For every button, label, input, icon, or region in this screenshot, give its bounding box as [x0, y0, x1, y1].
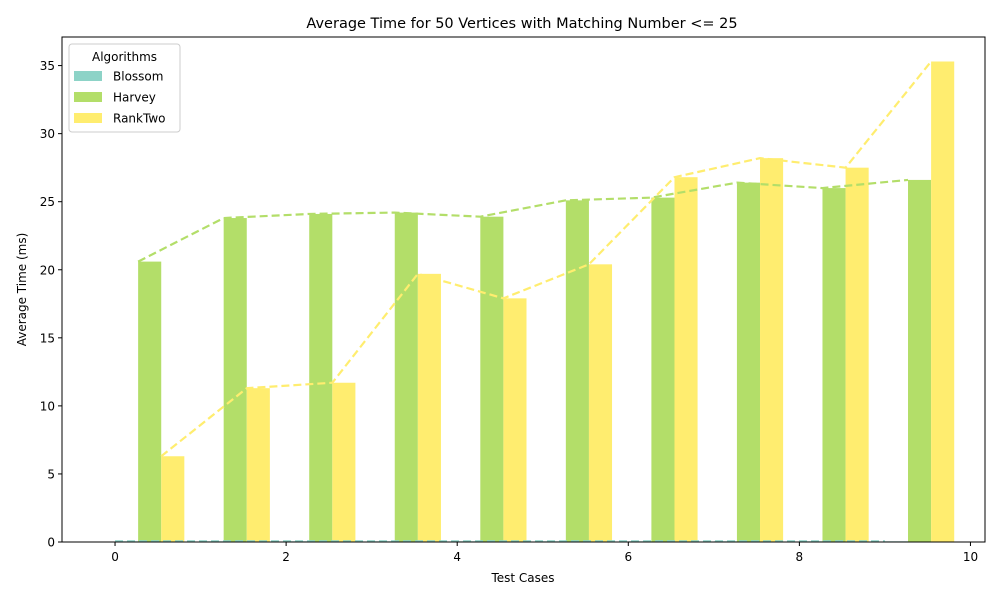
- harvey-bar: [138, 261, 162, 542]
- legend-label-ranktwo: RankTwo: [113, 112, 165, 126]
- harvey-bar: [651, 197, 675, 542]
- ranktwo-bar: [760, 158, 784, 542]
- harvey-trend-line: [137, 178, 909, 263]
- legend-swatch-ranktwo: [74, 113, 102, 123]
- y-tick-label: 30: [40, 127, 55, 141]
- legend-swatch-blossom: [74, 71, 102, 81]
- x-axis: 0 2 4 6 8 10: [111, 542, 978, 564]
- x-axis-label: Test Cases: [490, 571, 554, 585]
- harvey-bar: [309, 213, 333, 542]
- ranktwo-bar: [332, 382, 356, 542]
- trend-lines-layer: [115, 60, 932, 543]
- harvey-bar: [223, 218, 247, 543]
- bars-layer: [115, 61, 955, 543]
- harvey-bar: [736, 182, 761, 542]
- legend-label-blossom: Blossom: [113, 70, 163, 84]
- legend-swatch-harvey: [74, 92, 102, 102]
- chart-title: Average Time for 50 Vertices with Matchi…: [306, 16, 737, 32]
- x-tick-label: 2: [282, 550, 290, 564]
- legend-box: [68, 43, 181, 133]
- y-axis: 0 5 10 15 20 25 30 35: [40, 59, 62, 550]
- harvey-bar: [822, 188, 846, 542]
- harvey-bar: [565, 200, 589, 542]
- x-tick-label: 0: [111, 550, 119, 564]
- x-tick-label: 10: [963, 550, 978, 564]
- ranktwo-bar: [246, 388, 270, 542]
- y-tick-label: 0: [47, 536, 55, 550]
- plot-frame: [61, 36, 986, 543]
- y-axis-label: Average Time (ms): [15, 233, 29, 347]
- x-tick-label: 4: [453, 550, 461, 564]
- legend: Algorithms Blossom Harvey RankTwo: [68, 43, 181, 133]
- y-tick-label: 25: [40, 195, 55, 209]
- ranktwo-bar: [503, 298, 527, 542]
- ranktwo-bar: [845, 167, 869, 543]
- harvey-bar: [908, 179, 932, 543]
- ranktwo-bar: [417, 273, 441, 542]
- ranktwo-bar: [588, 264, 613, 542]
- y-tick-label: 10: [40, 399, 55, 413]
- y-tick-label: 20: [40, 263, 55, 277]
- y-tick-label: 5: [47, 467, 55, 481]
- ranktwo-trend-line: [160, 60, 932, 458]
- y-tick-label: 35: [40, 59, 55, 73]
- legend-title: Algorithms: [92, 50, 157, 64]
- x-tick-label: 6: [624, 550, 632, 564]
- harvey-bar: [394, 212, 418, 542]
- ranktwo-bar: [674, 177, 698, 542]
- harvey-bar: [480, 216, 504, 542]
- ranktwo-bar: [931, 61, 955, 542]
- legend-label-harvey: Harvey: [113, 91, 156, 105]
- ranktwo-bar: [161, 456, 185, 542]
- y-tick-label: 15: [40, 331, 55, 345]
- x-tick-label: 8: [796, 550, 804, 564]
